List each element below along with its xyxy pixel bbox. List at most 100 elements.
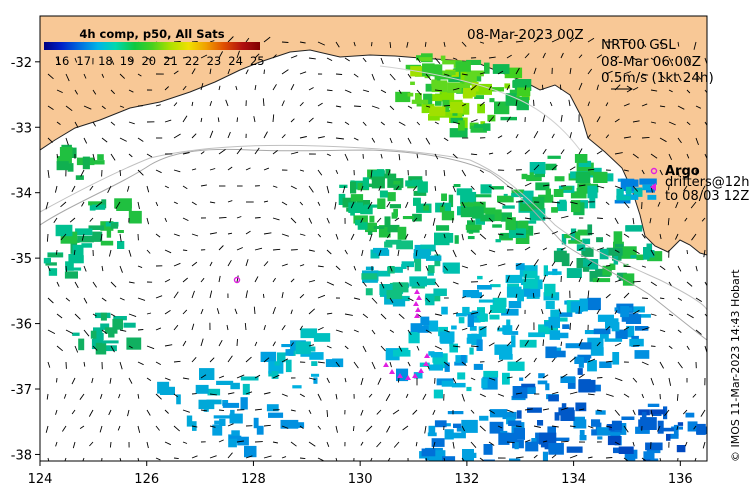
sst-patch [584,330,600,335]
current-vector [614,279,622,283]
sst-patch [430,352,443,358]
sst-patch [482,313,488,322]
current-vector [434,57,441,64]
current-vector [587,393,595,396]
sst-patch [613,231,623,242]
current-vector [676,393,679,401]
current-vector [702,441,706,449]
sst-patch [476,339,483,351]
current-vector [164,185,170,189]
sst-patch [685,412,695,418]
sst-patch [460,102,470,115]
current-vector [551,133,555,139]
current-vector [434,89,443,92]
sst-patch [398,295,410,302]
current-vector [290,441,297,447]
sst-patch [451,432,466,439]
current-vector [263,455,272,459]
sst-patch [535,182,550,191]
sst-patch [624,449,638,459]
sst-patch [532,196,545,210]
current-vector [533,38,540,43]
current-vector [704,313,707,318]
sst-patch [576,258,587,269]
current-vector [326,377,330,384]
sst-patch [281,344,299,348]
current-vector [506,308,510,315]
current-vector [424,41,427,47]
sst-patch [473,124,484,128]
current-vector [101,73,105,78]
current-vector [326,281,335,286]
sst-patch [489,314,500,320]
current-vector [326,89,333,92]
current-vector [65,73,70,82]
current-vector [641,265,646,268]
current-vector [164,57,173,59]
sst-patch [367,230,373,235]
current-vector [380,89,387,94]
current-vector [272,54,277,59]
current-vector [524,182,532,187]
sst-patch [360,205,373,215]
current-vector [227,452,233,459]
sst-patch [642,184,653,191]
current-vector [71,409,76,415]
sst-patch [230,409,235,418]
sst-patch [106,229,112,238]
current-vector [407,105,413,109]
sst-patch [575,171,591,184]
current-vector [236,374,245,379]
sst-patch [593,171,608,183]
current-vector [560,373,568,379]
current-vector [146,345,155,350]
current-vector [551,261,556,267]
current-vector [668,377,672,386]
current-vector [488,441,495,446]
current-vector [308,57,316,60]
sst-patch [605,318,619,329]
sst-patch [486,186,504,190]
current-vector [695,73,702,80]
sst-patch [629,338,644,347]
current-vector [290,309,293,315]
sst-patch [509,458,521,461]
current-vector [515,40,524,43]
sst-patch [426,255,442,261]
current-vector [317,233,322,238]
current-vector [245,167,251,171]
current-vector [587,425,594,429]
current-vector [693,41,697,50]
sst-patch [465,224,482,230]
current-vector [119,329,127,332]
sst-patch [461,419,478,433]
current-vector [416,281,420,286]
sst-patch [596,427,611,436]
current-vector [263,167,270,171]
current-vector [488,56,496,59]
current-vector [551,38,560,43]
current-vector [452,377,457,384]
current-vector [461,169,467,177]
sst-patch [90,330,97,339]
current-vector [506,275,510,283]
sst-patch [230,382,240,390]
sst-patch [402,216,414,220]
sst-patch [487,465,502,471]
current-vector [46,233,49,242]
valid-time: 08-Mar 06:00Z [601,54,701,70]
current-vector [470,153,478,156]
current-vector [605,265,611,267]
drifter-legend: drifters@12h to 08/03 12Z [650,175,750,204]
current-vector [47,457,50,461]
sst-patch [582,266,590,272]
sst-patch [467,236,475,240]
current-vector [290,83,295,91]
sst-patch [587,224,593,236]
current-vector [227,392,235,395]
current-vector [515,67,520,75]
current-vector [443,104,451,107]
sst-patch [431,438,445,447]
current-vector [533,99,535,107]
sst-patch [621,416,635,420]
